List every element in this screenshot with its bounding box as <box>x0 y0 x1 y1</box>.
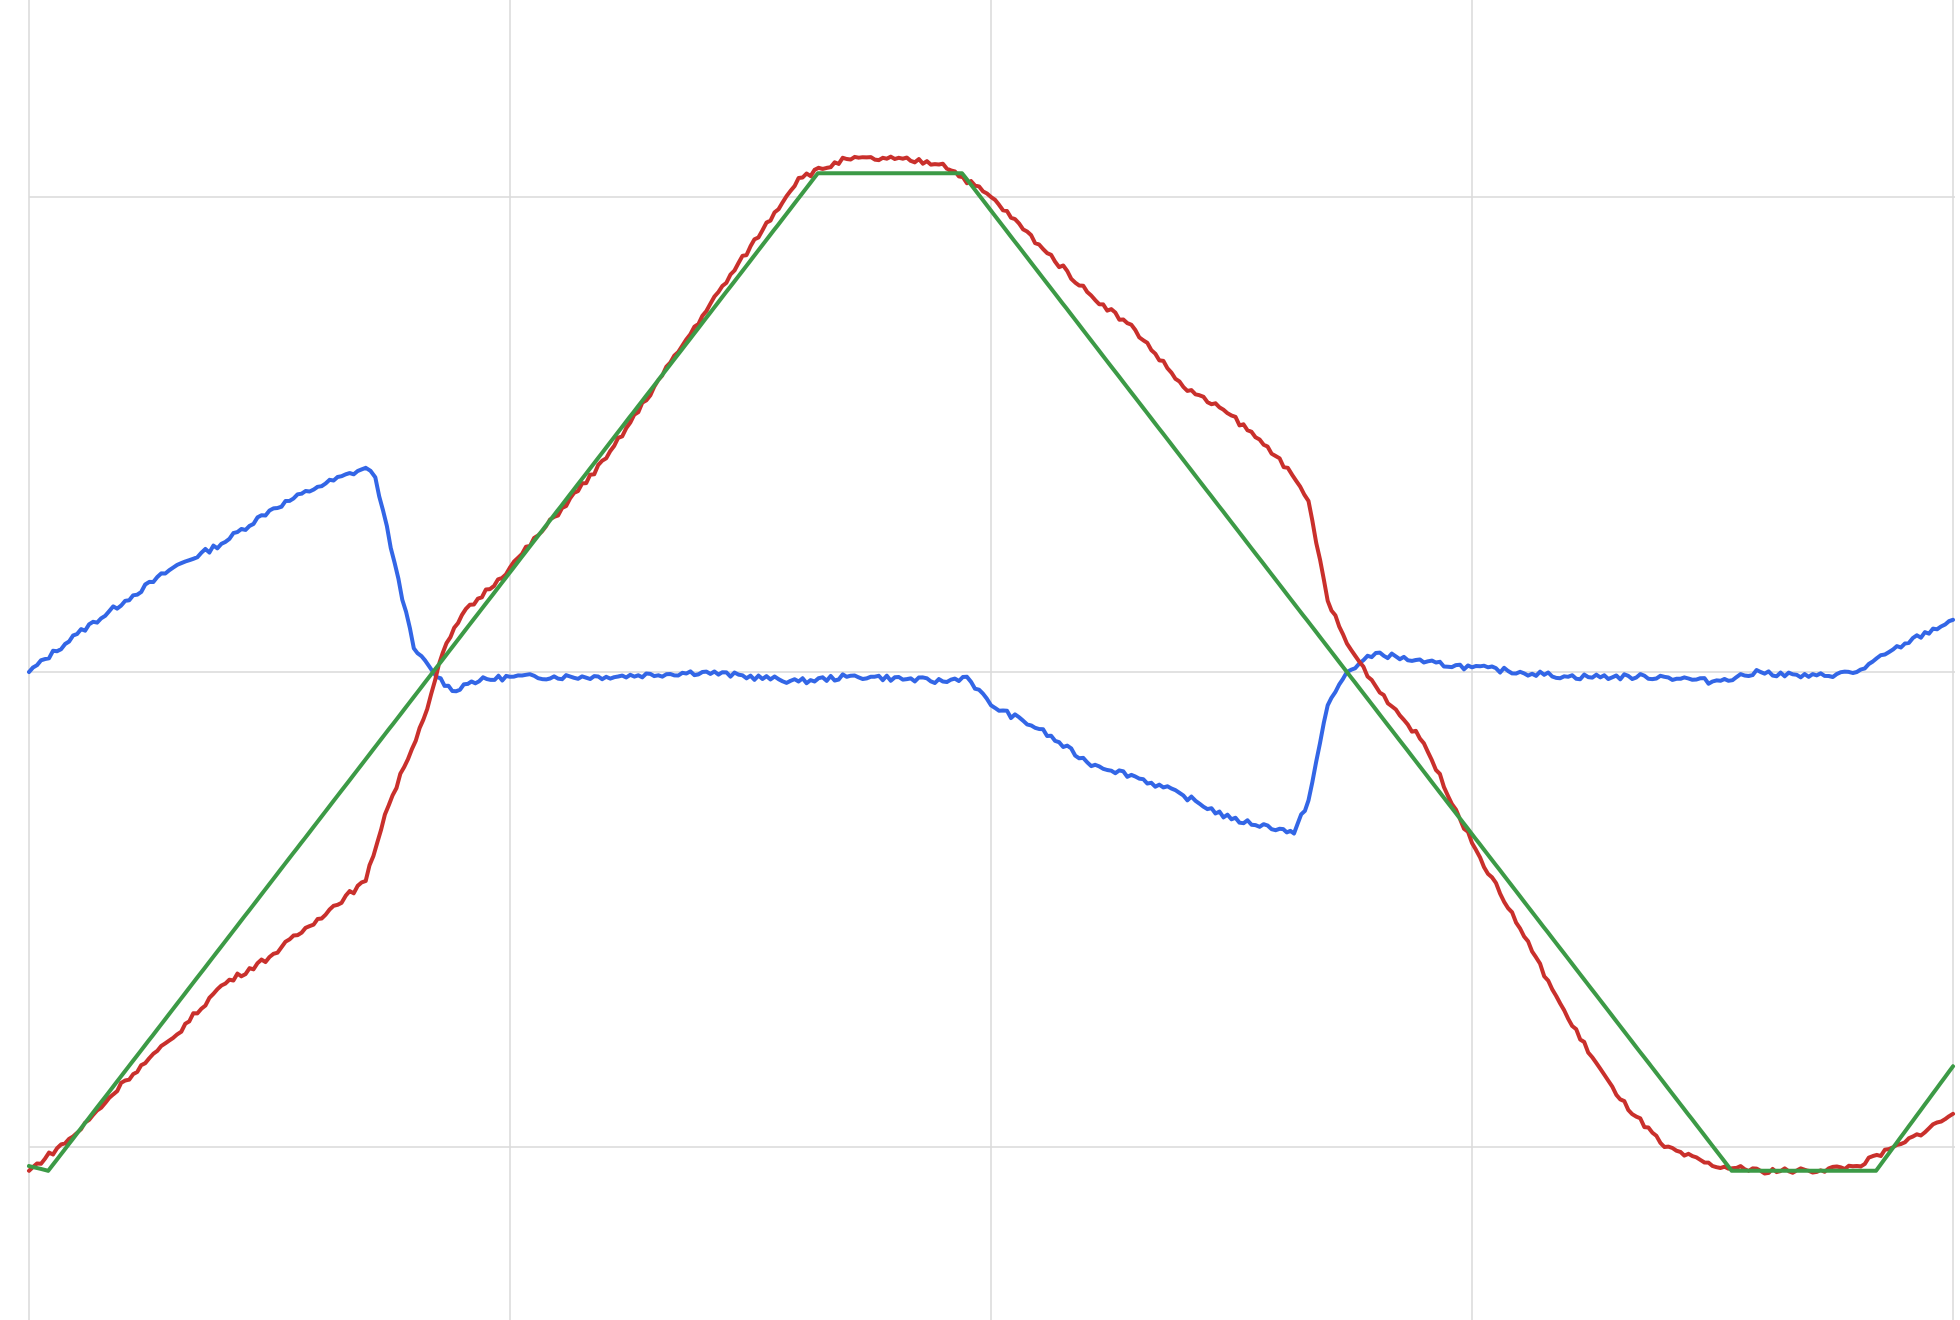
grid <box>28 0 1955 1320</box>
series-line-1 <box>27 465 1955 836</box>
series-line-2 <box>27 154 1955 1176</box>
series-lines <box>27 154 1955 1176</box>
series-line-3 <box>27 171 1955 1173</box>
